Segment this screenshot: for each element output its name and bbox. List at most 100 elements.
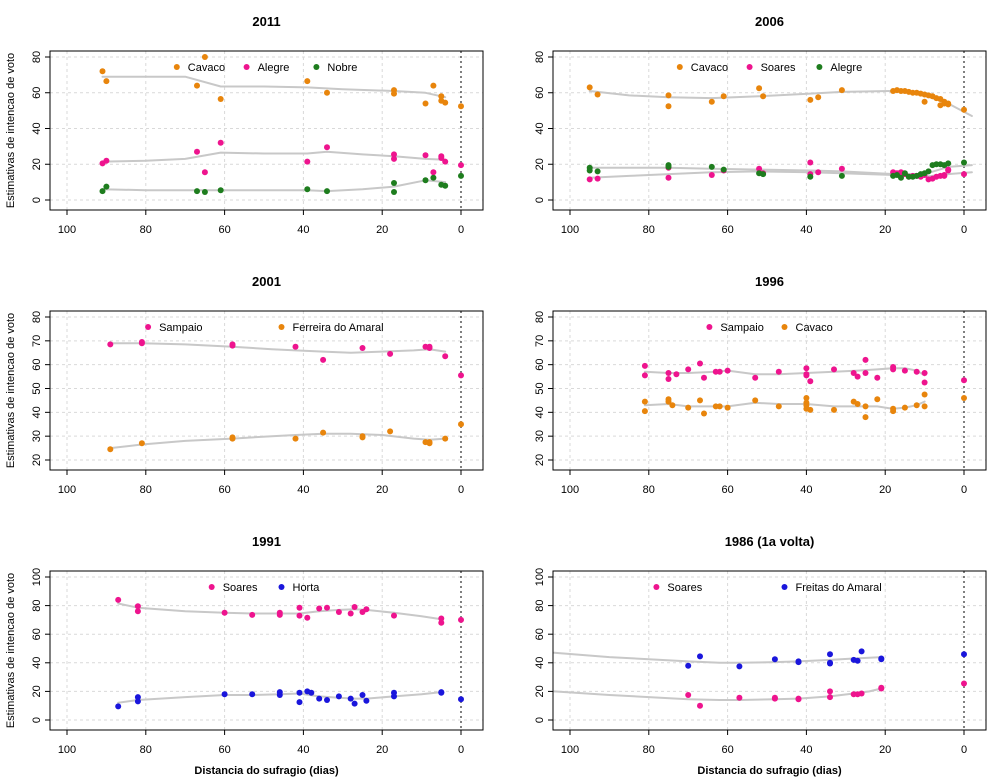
data-point [961, 377, 967, 384]
data-point [594, 168, 601, 175]
data-point [422, 100, 429, 107]
panel-title: 1996 [755, 274, 784, 289]
y-tick-label: 60 [31, 628, 43, 640]
data-point [736, 694, 743, 701]
data-point [815, 169, 822, 176]
data-point [921, 370, 928, 376]
chart-panel-1991: 100 80 60 40 20 0 0 20 40 60 80 100 1991 Estimativas … [0, 520, 504, 780]
data-point [458, 103, 464, 110]
data-point [716, 403, 723, 410]
data-point [276, 692, 283, 698]
x-tick-label: 60 [218, 224, 230, 236]
data-point [438, 689, 445, 696]
data-point [961, 171, 967, 178]
x-tick-labels: 100 80 60 40 20 0 [561, 484, 967, 496]
data-point [458, 696, 464, 703]
legend-label-soares: Soares [761, 62, 796, 74]
data-point [442, 158, 449, 165]
data-point [752, 374, 759, 381]
data-point [756, 165, 763, 172]
data-point [391, 693, 397, 700]
trend-line-cavaco [101, 75, 447, 99]
y-axis-title: Estimativas de intencao de voto [5, 313, 17, 468]
data-point [961, 106, 967, 113]
data-point [442, 353, 449, 360]
legend-swatch-cavaco [173, 64, 180, 70]
data-point [138, 340, 145, 347]
x-tick-label: 0 [458, 484, 464, 496]
data-point [426, 345, 433, 351]
legend-swatch-freitas-do-amaral [781, 584, 788, 590]
y-tick-label: 70 [31, 335, 43, 347]
data-point [878, 684, 885, 691]
data-point [430, 82, 437, 89]
plot-svg: 100 80 60 40 20 0 0 20 40 60 80 100 1991 Estimativas … [5, 534, 484, 777]
y-tick-label: 40 [534, 657, 546, 669]
data-point [351, 700, 358, 707]
data-point [359, 345, 366, 351]
data-point [217, 96, 224, 102]
data-point [921, 379, 928, 386]
series-horta [115, 688, 464, 710]
data-point [201, 54, 208, 60]
data-point [347, 695, 354, 702]
data-point [850, 370, 857, 376]
data-point [391, 90, 397, 97]
data-point [898, 174, 904, 181]
panel-title: 1986 (1a volta) [725, 534, 815, 549]
data-point [594, 91, 601, 98]
data-point [827, 651, 833, 658]
data-point [134, 694, 141, 701]
legend: Sampaio Cavaco [706, 322, 833, 334]
x-tick-label: 0 [961, 744, 967, 756]
data-point [391, 189, 397, 195]
data-point [347, 610, 354, 617]
data-point [103, 183, 110, 190]
data-point [807, 378, 814, 385]
legend-label-alegre: Alegre [258, 62, 290, 74]
chart-panel-2001: 100 80 60 40 20 0 20 30 40 50 60 70 80 2001 Estimativa… [0, 260, 504, 520]
data-point [387, 350, 394, 357]
data-point [878, 656, 885, 663]
data-point [803, 395, 810, 401]
data-point [665, 92, 672, 99]
legend-swatch-soares [653, 584, 660, 590]
legend-label-horta: Horta [293, 582, 321, 594]
x-tick-label: 80 [643, 744, 655, 756]
data-point [316, 605, 323, 612]
data-point [701, 410, 707, 417]
x-tick-label: 60 [721, 224, 733, 236]
axis-ticks [548, 576, 965, 735]
data-point [194, 82, 200, 89]
data-point [351, 604, 358, 610]
x-tick-label: 80 [643, 484, 655, 496]
data-point [685, 404, 692, 411]
data-point [697, 360, 703, 367]
x-tick-label: 0 [961, 224, 967, 236]
gridlines [553, 51, 986, 210]
series-sampaio [641, 356, 967, 386]
data-point [296, 699, 303, 706]
data-point [901, 170, 908, 177]
x-tick-labels: 100 80 60 40 20 0 [58, 224, 464, 236]
data-point [324, 188, 330, 195]
x-tick-labels: 100 80 60 40 20 0 [58, 744, 464, 756]
series-sampaio [107, 339, 464, 379]
data-point [134, 698, 141, 705]
trend-line-alegre [588, 164, 973, 176]
data-point [827, 694, 833, 701]
y-tick-label: 60 [534, 359, 546, 371]
data-point [134, 603, 141, 610]
y-tick-label: 0 [534, 197, 546, 203]
data-point [221, 609, 228, 616]
data-point [961, 651, 967, 658]
x-tick-label: 100 [58, 484, 76, 496]
legend-swatch-cavaco [781, 324, 788, 330]
panel-title: 2006 [755, 14, 784, 29]
panel-title: 2001 [252, 274, 281, 289]
series-ferreira-do-amaral [107, 421, 464, 453]
x-tick-label: 40 [800, 744, 812, 756]
axis-ticks [548, 316, 965, 475]
legend-swatch-horta [278, 584, 285, 590]
series-cavaco [99, 54, 464, 110]
